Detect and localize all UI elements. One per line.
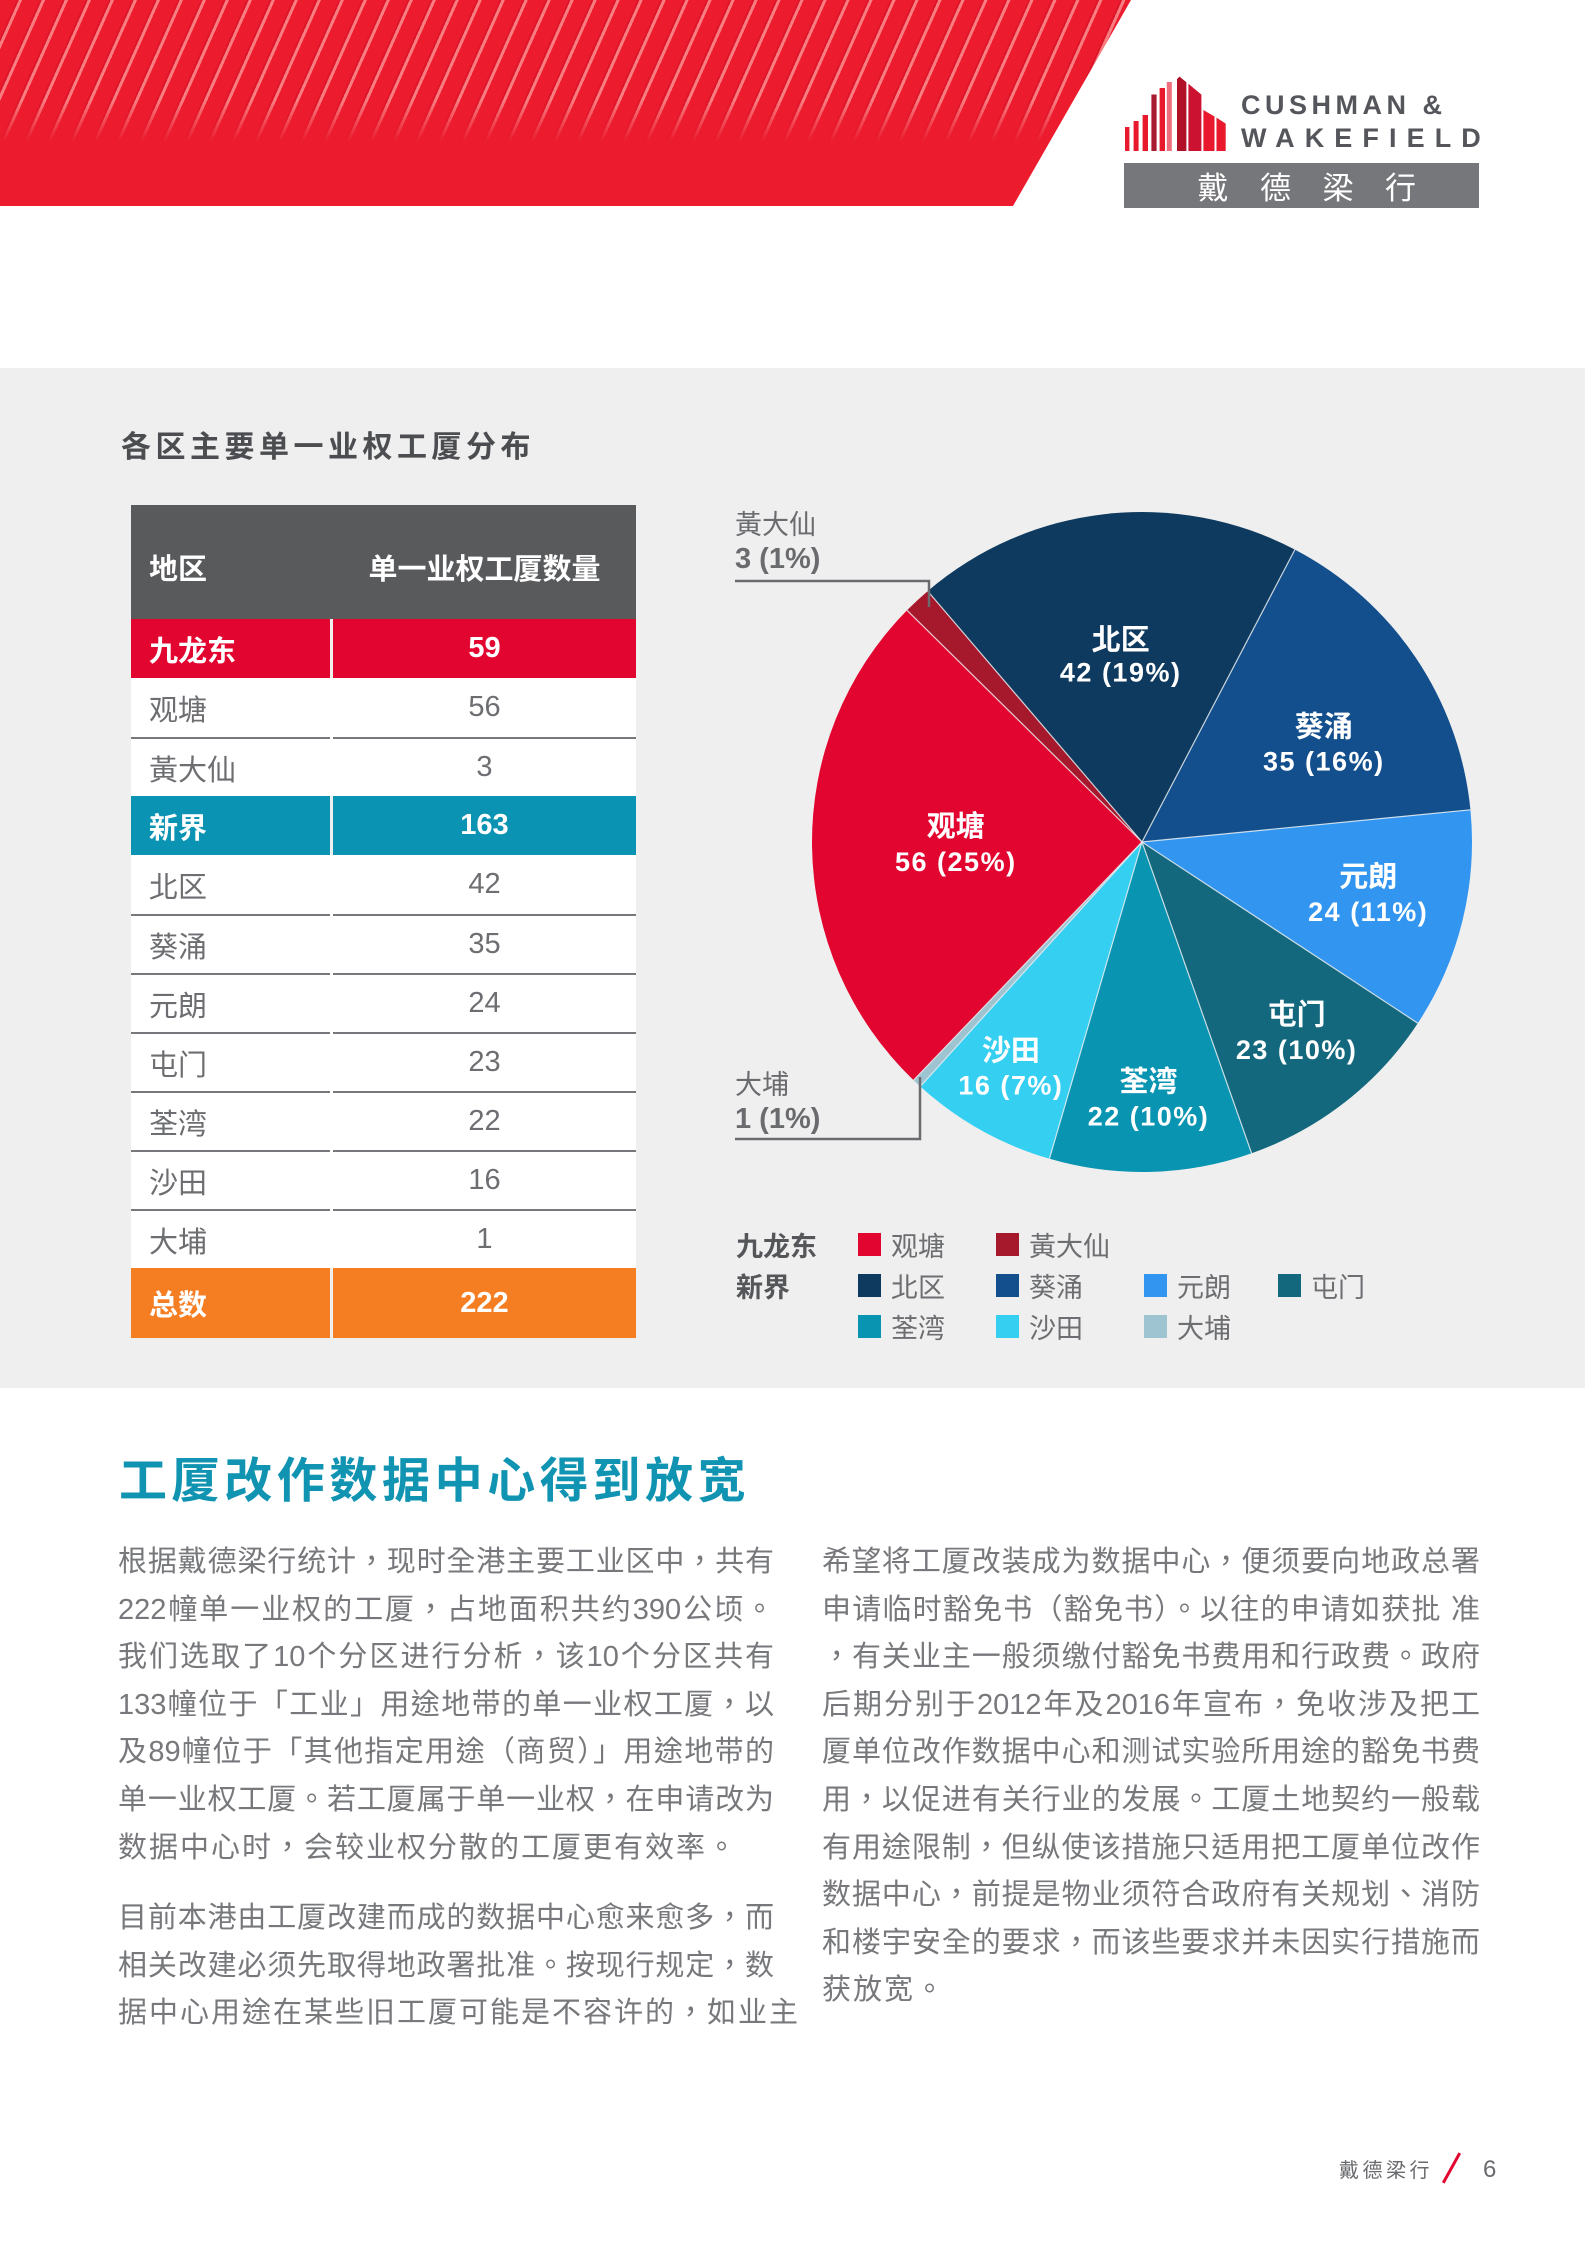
svg-text:观塘: 观塘 (927, 810, 985, 843)
svg-text:56 (25%): 56 (25%) (895, 847, 1017, 877)
svg-text:23 (10%): 23 (10%) (1236, 1035, 1358, 1065)
svg-text:42 (19%): 42 (19%) (1060, 658, 1182, 688)
svg-text:荃湾: 荃湾 (1119, 1065, 1177, 1099)
svg-text:葵涌: 葵涌 (1295, 710, 1353, 743)
svg-text:元朗: 元朗 (1339, 861, 1397, 894)
svg-text:35 (16%): 35 (16%) (1263, 747, 1385, 777)
svg-text:屯门: 屯门 (1268, 999, 1326, 1032)
svg-text:22 (10%): 22 (10%) (1088, 1102, 1210, 1132)
svg-text:24 (11%): 24 (11%) (1308, 897, 1428, 927)
svg-text:16 (7%): 16 (7%) (958, 1070, 1063, 1100)
svg-text:北区: 北区 (1092, 624, 1150, 657)
svg-text:沙田: 沙田 (982, 1034, 1040, 1067)
